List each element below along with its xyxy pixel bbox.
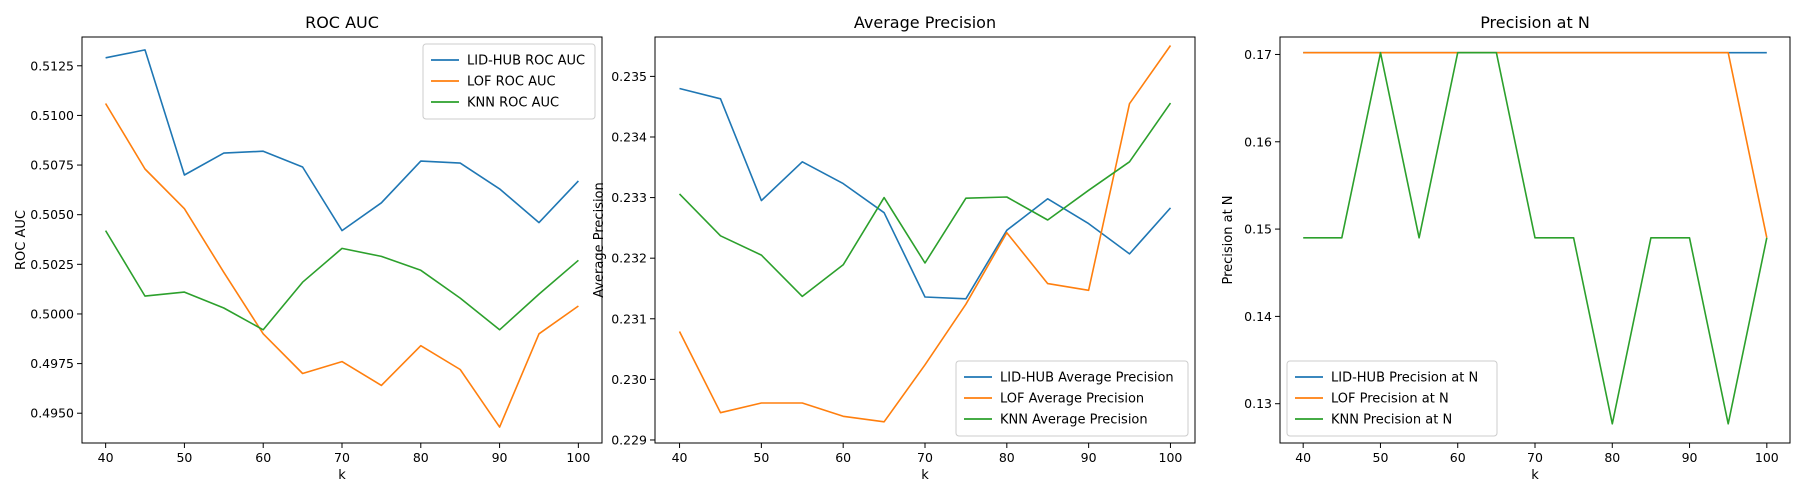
legend-label: KNN ROC AUC	[467, 96, 559, 111]
y-tick-label: 0.229	[611, 432, 647, 447]
y-axis-label: Precision at N	[1221, 195, 1236, 284]
y-tick-label: 0.16	[1244, 134, 1272, 149]
chart-panel-2: Average Precision 40 50 60 70 80 90 100 0.229 0.2…	[592, 13, 1196, 483]
x-axis-label: k	[1531, 468, 1539, 483]
x-tick-label: 40	[672, 450, 688, 465]
series-line-2	[104, 103, 579, 428]
x-axis-label: k	[338, 468, 346, 483]
y-tick-label: 0.5050	[30, 207, 74, 222]
legend-label: KNN Average Precision	[1000, 413, 1148, 428]
plot-frame	[654, 36, 1196, 444]
x-tick-label: 90	[492, 450, 508, 465]
series-line-1	[679, 87, 1172, 300]
x-tick-label: 40	[98, 450, 114, 465]
y-tick-label: 0.234	[611, 129, 647, 144]
x-tick-label: 100	[1159, 450, 1183, 465]
legend-label: LOF Precision at N	[1331, 392, 1449, 407]
plot-frame	[1279, 36, 1791, 444]
legend-box	[955, 360, 1189, 437]
chart-title: Average Precision	[854, 13, 996, 32]
x-tick-label: 60	[255, 450, 271, 465]
x-tick-label: 70	[334, 450, 350, 465]
series-line-3	[1303, 51, 1768, 425]
x-tick-label: 70	[1527, 450, 1543, 465]
y-tick-label: 0.5125	[30, 58, 74, 73]
y-tick-label: 0.5025	[30, 257, 74, 272]
x-tick-label: 50	[176, 450, 192, 465]
x-tick-label: 90	[1682, 450, 1698, 465]
chart-panel-1: ROC AUC 40 50 60 70 80 90 100 0.4950 0.4975 0.5000…	[14, 13, 603, 483]
x-tick-label: 100	[566, 450, 590, 465]
x-tick-label: 40	[1295, 450, 1311, 465]
y-axis-label: ROC AUC	[14, 210, 29, 270]
legend-box	[1286, 360, 1498, 437]
x-tick-label: 60	[1450, 450, 1466, 465]
x-tick-label: 90	[1081, 450, 1097, 465]
x-tick-label: 50	[1373, 450, 1389, 465]
legend: LID-HUB Average Precision LOF Average Pre…	[955, 360, 1189, 437]
y-tick-label: 0.5100	[30, 108, 74, 123]
y-tick-label: 0.15	[1244, 222, 1272, 237]
y-tick-label: 0.4975	[30, 356, 74, 371]
x-tick-label: 80	[1604, 450, 1620, 465]
x-tick-label: 60	[835, 450, 851, 465]
legend: LID-HUB Precision at N LOF Precision at N…	[1286, 360, 1498, 437]
y-tick-label: 0.5075	[30, 158, 74, 173]
legend: LID-HUB ROC AUC LOF ROC AUC KNN ROC AUC	[422, 43, 596, 120]
legend-label: LID-HUB ROC AUC	[467, 54, 585, 69]
chart-panel-3: Precision at N 40 50 60 70 80 90 100 0.13 0.14 0.1…	[1221, 13, 1791, 483]
x-tick-label: 70	[917, 450, 933, 465]
y-tick-label: 0.232	[611, 251, 647, 266]
y-tick-label: 0.4950	[30, 406, 74, 421]
legend-label: LID-HUB Precision at N	[1331, 371, 1478, 386]
x-tick-label: 50	[753, 450, 769, 465]
y-axis-label: Average Precision	[592, 182, 607, 298]
y-tick-label: 0.13	[1244, 396, 1272, 411]
legend-label: LOF ROC AUC	[467, 75, 556, 90]
y-tick-label: 0.5000	[30, 306, 74, 321]
y-tick-label: 0.233	[611, 190, 647, 205]
series-line-3	[104, 230, 579, 331]
y-tick-label: 0.235	[611, 69, 647, 84]
legend-label: LID-HUB Average Precision	[1000, 371, 1174, 386]
y-tick-label: 0.14	[1244, 309, 1272, 324]
chart-title: ROC AUC	[305, 13, 379, 32]
y-tick-label: 0.231	[611, 311, 647, 326]
series-line-2	[1303, 51, 1768, 238]
legend-label: KNN Precision at N	[1331, 413, 1452, 428]
y-tick-label: 0.17	[1244, 47, 1272, 62]
x-tick-label: 100	[1755, 450, 1779, 465]
plot-frame	[81, 36, 603, 444]
x-axis-label: k	[921, 468, 929, 483]
legend-label: LOF Average Precision	[1000, 392, 1144, 407]
x-tick-label: 80	[413, 450, 429, 465]
series-line-1	[105, 49, 579, 232]
legend-box	[422, 43, 596, 120]
y-tick-label: 0.230	[611, 372, 647, 387]
series-line-3	[678, 102, 1172, 298]
chart-title: Precision at N	[1480, 13, 1590, 32]
x-tick-label: 80	[999, 450, 1015, 465]
series-line-2	[678, 45, 1172, 423]
